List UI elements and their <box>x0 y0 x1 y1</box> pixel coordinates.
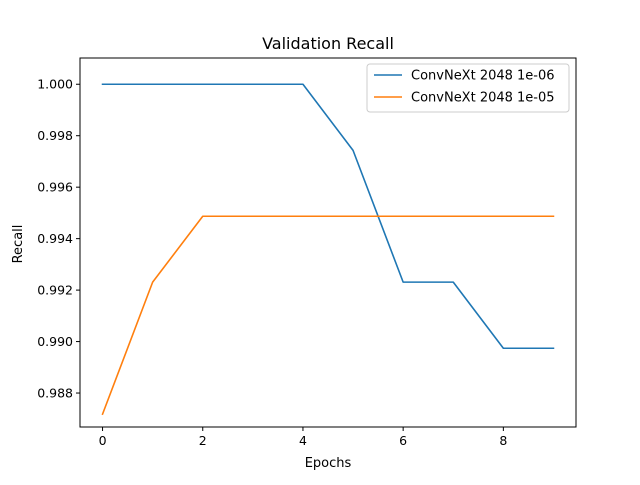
y-tick-label: 0.992 <box>37 283 73 298</box>
series-line-1 <box>101 83 555 350</box>
legend-box <box>366 63 570 113</box>
y-tick-label: 0.996 <box>37 180 73 195</box>
axes-frame <box>79 57 577 428</box>
plot-area: 0 2 4 6 8 0.988 0.990 0.992 0.994 0.996 0.998 1.000 <box>37 57 577 448</box>
x-tick-label: 0 <box>99 433 107 448</box>
x-tick-label: 6 <box>399 433 407 448</box>
y-tick-label: 0.990 <box>37 334 73 349</box>
legend-label-1: ConvNeXt 2048 1e-06 <box>411 69 555 84</box>
y-tick-label: 0.994 <box>37 231 73 246</box>
y-tick-label: 0.998 <box>37 128 73 143</box>
x-tick-label: 8 <box>499 433 507 448</box>
legend-label-2: ConvNeXt 2048 1e-05 <box>411 91 555 106</box>
x-tick-label: 4 <box>299 433 307 448</box>
x-axis-label: Epochs <box>305 456 352 471</box>
y-tick-label: 1.000 <box>37 77 73 92</box>
y-tick-label: 0.988 <box>37 386 73 401</box>
x-tick-label: 2 <box>199 433 207 448</box>
legend: ConvNeXt 2048 1e-06 ConvNeXt 2048 1e-05 <box>366 63 570 113</box>
chart-title: Validation Recall <box>262 34 394 53</box>
series-line-2 <box>101 215 555 416</box>
y-axis-label: Recall <box>11 225 26 264</box>
